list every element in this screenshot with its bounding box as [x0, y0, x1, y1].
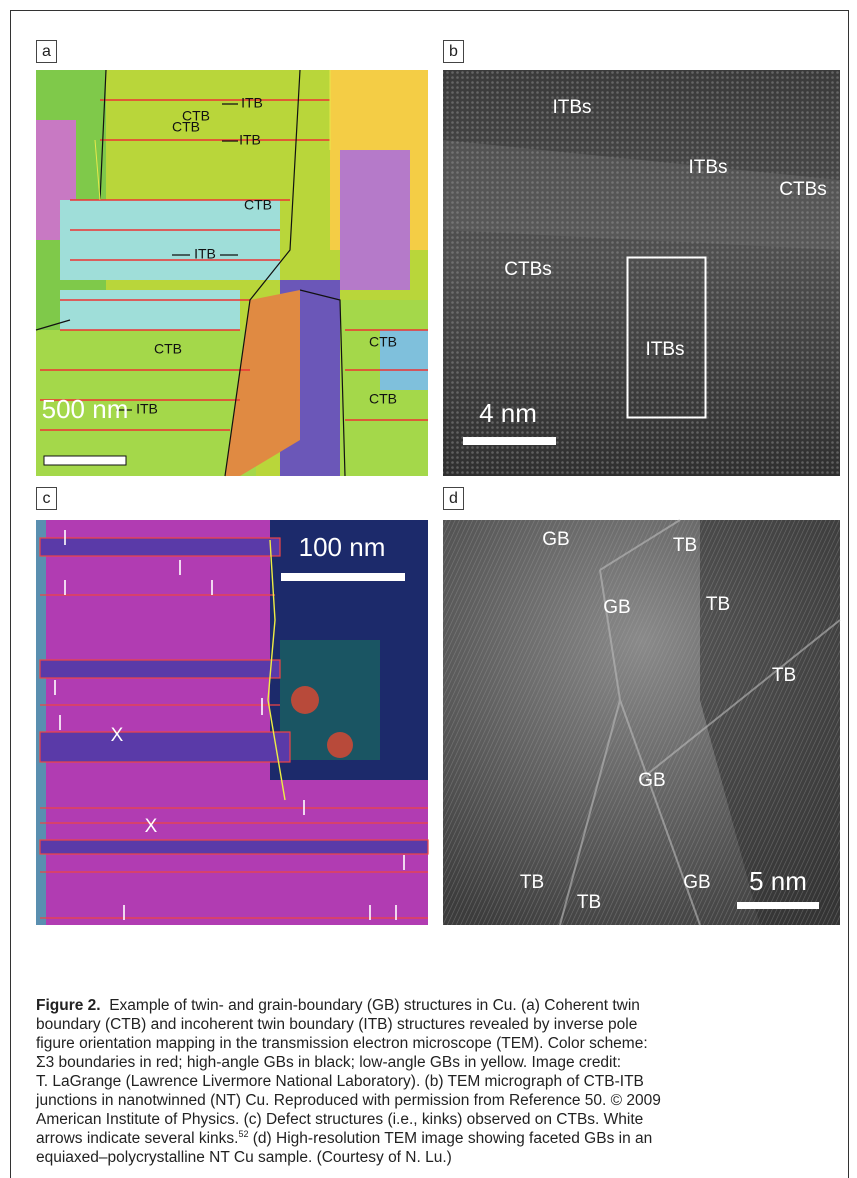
scale-bar-label: 500 nm: [42, 394, 129, 424]
caption-line: Σ3 boundaries in red; high-angle GBs in …: [36, 1054, 621, 1071]
annotation: ITB: [239, 132, 261, 148]
annotation: ITBs: [688, 157, 727, 178]
annotation: ITB: [136, 401, 158, 417]
caption-text: Example of twin- and grain-boundary (GB)…: [101, 997, 640, 1014]
annotation: TB: [772, 665, 796, 686]
caption-line: figure orientation mapping in the transm…: [36, 1035, 648, 1052]
annotation: CTBs: [504, 259, 552, 280]
annotation: CTB: [244, 197, 272, 213]
annotation: CTB: [172, 119, 200, 135]
caption-line: arrows indicate several kinks.52 (d) Hig…: [36, 1129, 652, 1147]
annotation: TB: [577, 892, 601, 913]
panel-a: a CTB ITB CTB ITB CTB ITB: [36, 41, 428, 477]
annotation: CTBs: [779, 179, 827, 200]
caption: Figure 2. Example of twin- and grain-bou…: [35, 997, 661, 1166]
annotation: GB: [683, 872, 710, 893]
panel-label: c: [43, 490, 51, 507]
scale-bar-label: 4 nm: [479, 398, 537, 428]
footnote-ref: 52: [238, 1129, 248, 1139]
annotation: GB: [603, 597, 630, 618]
caption-line: Figure 2. Example of twin- and grain-bou…: [36, 997, 640, 1014]
scale-bar: [44, 456, 126, 465]
caption-line: T. LaGrange (Lawrence Livermore National…: [36, 1073, 644, 1090]
scale-bar: [737, 902, 819, 909]
annotation: GB: [542, 529, 569, 550]
annotation: CTB: [154, 341, 182, 357]
scale-bar-label: 5 nm: [749, 866, 807, 896]
annotation: ITB: [241, 95, 263, 111]
annotation: ITBs: [645, 339, 684, 360]
annotation: TB: [673, 535, 697, 556]
annotation: CTB: [369, 391, 397, 407]
scale-bar: [463, 437, 556, 445]
annotation: X: [111, 725, 124, 746]
scale-bar-label: 100 nm: [299, 532, 386, 562]
panel-label: d: [449, 490, 458, 507]
panel-b: b ITBs ITBs CTBs CTBs ITBs 4 nm: [443, 41, 840, 477]
figure-page: a CTB ITB CTB ITB CTB ITB: [0, 0, 857, 1178]
panel-c: c 100 nm X X: [36, 488, 428, 926]
annotation: ITBs: [552, 97, 591, 118]
caption-label: Figure 2.: [36, 997, 101, 1014]
annotation: ITB: [194, 246, 216, 262]
caption-line: junctions in nanotwinned (NT) Cu. Reprod…: [35, 1092, 661, 1109]
caption-text: (d) High-resolution TEM image showing fa…: [248, 1130, 652, 1147]
caption-line: American Institute of Physics. (c) Defec…: [36, 1111, 643, 1128]
annotation: X: [145, 816, 158, 837]
panel-d: d GB TB GB TB TB GB TB TB GB 5 nm: [443, 488, 840, 926]
micrograph-d: [443, 520, 840, 925]
annotation: TB: [520, 872, 544, 893]
panel-label: a: [42, 43, 51, 60]
caption-line: boundary (CTB) and incoherent twin bound…: [36, 1016, 637, 1033]
annotation: GB: [638, 770, 665, 791]
scale-bar: [281, 573, 405, 581]
panel-label: b: [449, 43, 458, 60]
annotation: TB: [706, 594, 730, 615]
caption-line: equiaxed–polycrystalline NT Cu sample. (…: [36, 1149, 452, 1166]
caption-text: arrows indicate several kinks.: [36, 1130, 238, 1147]
annotation: CTB: [369, 334, 397, 350]
